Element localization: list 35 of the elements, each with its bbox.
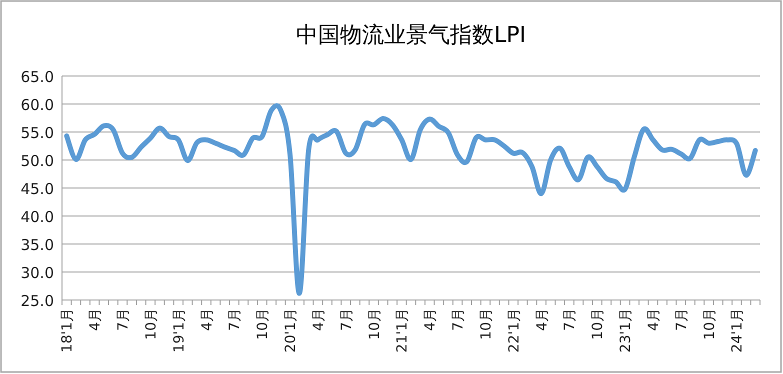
x-tick-label: 7月 <box>450 308 467 331</box>
y-tick-label: 30.0 <box>20 264 54 282</box>
x-tick-label: 4月 <box>199 308 216 331</box>
x-tick-label: 18'1月 <box>60 308 76 353</box>
x-tick-label: 7月 <box>674 308 690 331</box>
x-tick-label: 4月 <box>310 308 327 331</box>
x-tick-label: 7月 <box>338 308 355 331</box>
y-tick-label: 25.0 <box>20 292 54 310</box>
y-tick-label: 40.0 <box>20 208 54 226</box>
x-tick-label: 7月 <box>115 308 132 331</box>
chart-title: 中国物流业景气指数LPI <box>296 23 526 48</box>
y-tick-label: 65.0 <box>20 68 54 86</box>
x-tick-label: 21'1月 <box>394 308 411 353</box>
y-tick-label: 45.0 <box>20 180 54 198</box>
x-tick-label: 7月 <box>227 308 244 331</box>
x-tick-label: 23'1月 <box>618 308 634 353</box>
x-tick-label: 10月 <box>702 308 718 340</box>
y-tick-label: 55.0 <box>20 124 54 142</box>
x-tick-label: 4月 <box>534 308 550 331</box>
x-tick-label: 7月 <box>562 308 578 331</box>
y-tick-label: 50.0 <box>20 152 54 170</box>
x-tick-label: 10月 <box>590 308 606 340</box>
x-tick-label: 4月 <box>88 308 104 331</box>
x-tick-label: 10月 <box>366 308 383 340</box>
x-tick-label: 22'1月 <box>506 308 522 353</box>
x-tick-label: 4月 <box>422 308 439 331</box>
x-tick-label: 19'1月 <box>171 308 188 353</box>
x-tick-label: 10月 <box>143 308 160 340</box>
x-tick-label: 20'1月 <box>283 308 300 353</box>
x-tick-label: 10月 <box>255 308 272 340</box>
x-tick-label: 10月 <box>478 308 494 340</box>
y-tick-label: 35.0 <box>20 236 54 254</box>
x-tick-label: 4月 <box>646 308 662 331</box>
x-tick-label: 24'1月 <box>730 308 746 353</box>
y-tick-label: 60.0 <box>20 96 54 114</box>
